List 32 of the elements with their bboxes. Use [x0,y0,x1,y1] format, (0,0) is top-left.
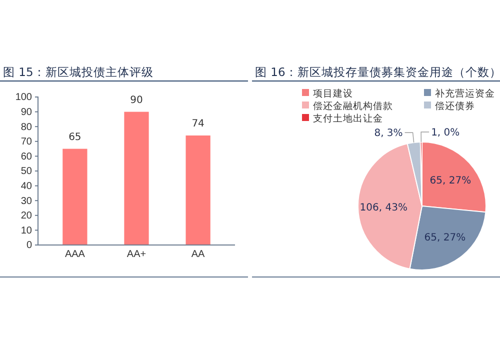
x-tick-label: AAA [64,249,86,260]
y-tick-label: 60 [20,151,32,162]
legend-label: 偿还债券 [435,100,475,112]
x-tick-label: AA [191,249,206,260]
x-tick-label: AA+ [126,249,146,260]
bar [186,135,210,245]
y-tick-label: 40 [20,181,32,192]
bar [124,112,149,245]
data-label: 74 [192,118,204,130]
chart-title: 图 16：新区城投存量债募集资金用途（个数） [255,65,500,79]
y-tick-label: 30 [20,196,32,207]
data-label: 8, 3% [374,128,403,140]
data-label: 65 [68,132,82,143]
legend-label: 项目建设 [313,87,353,100]
data-label: 106, 43% [360,202,408,214]
y-tick-label: 70 [20,136,32,148]
data-label: 65, 27% [424,232,466,244]
y-tick-label: 10 [20,225,32,236]
bar [62,148,88,245]
data-label: 65, 27% [430,176,472,187]
y-tick-label: 50 [20,166,32,178]
legend-label: 支付土地出让金 [313,112,383,124]
chart-title: 图 15：新区城投债主体评级 [3,65,154,79]
y-tick-label: 100 [15,92,32,104]
legend-label: 偿还金融机构借款 [313,100,393,112]
y-tick-label: 80 [20,122,32,133]
y-tick-label: 20 [20,210,32,222]
legend-label: 补充营运资金 [435,87,495,100]
y-tick-label: 90 [20,107,32,118]
data-label: 1, 0% [431,128,460,139]
y-tick-label: 0 [26,240,32,252]
data-label: 90 [130,94,143,106]
